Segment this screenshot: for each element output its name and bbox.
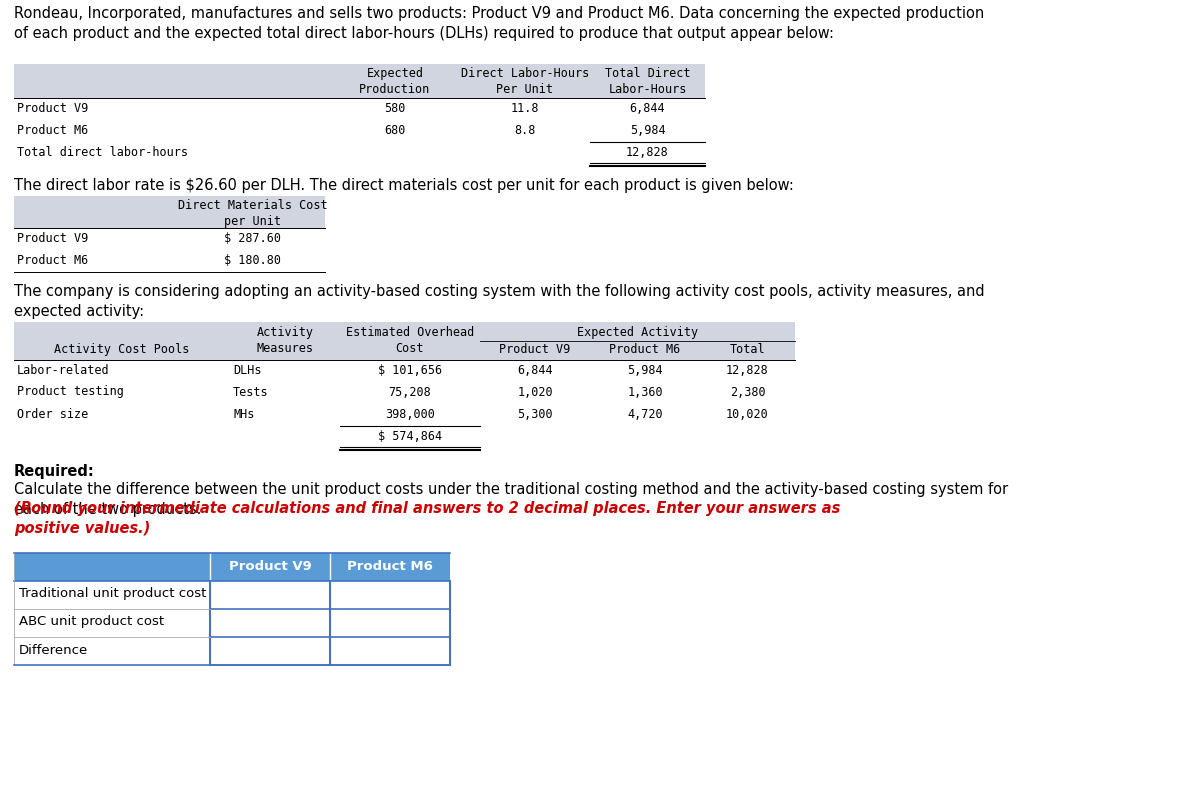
Text: Direct Materials Cost
per Unit: Direct Materials Cost per Unit [178,199,328,228]
Text: 580: 580 [384,101,406,115]
Text: Estimated Overhead
Cost: Estimated Overhead Cost [346,326,474,355]
Text: Product testing: Product testing [17,386,124,398]
Text: Activity Cost Pools: Activity Cost Pools [54,343,190,356]
Text: Product V9: Product V9 [17,231,89,244]
Text: (Round your intermediate calculations and final answers to 2 decimal places. Ent: (Round your intermediate calculations an… [14,501,840,536]
Text: 4,720: 4,720 [628,408,662,420]
Text: Product M6: Product M6 [347,560,433,574]
Bar [14,64,706,98]
Text: 75,208: 75,208 [389,386,431,398]
Text: Expected Activity: Expected Activity [577,326,698,339]
Text: 12,828: 12,828 [626,145,668,159]
Bar [14,322,796,360]
Text: Product V9: Product V9 [499,343,571,356]
Text: 5,984: 5,984 [630,123,665,137]
Text: Expected
Production: Expected Production [359,67,431,96]
Text: 6,844: 6,844 [517,363,553,377]
Text: Order size: Order size [17,408,89,420]
Text: Product V9: Product V9 [229,560,311,574]
Text: 1,360: 1,360 [628,386,662,398]
Text: 398,000: 398,000 [385,408,434,420]
Text: Total Direct
Labor-Hours: Total Direct Labor-Hours [605,67,690,96]
Text: 5,300: 5,300 [517,408,553,420]
Text: Calculate the difference between the unit product costs under the traditional co: Calculate the difference between the uni… [14,482,1008,517]
Text: 8.8: 8.8 [515,123,535,137]
Text: Product V9: Product V9 [17,101,89,115]
Text: $ 101,656: $ 101,656 [378,363,442,377]
Bar [14,581,450,609]
Bar [14,637,450,665]
Text: Labor-related: Labor-related [17,363,109,377]
Bar [14,609,450,637]
Text: Activity
Measures: Activity Measures [257,326,313,355]
Text: $ 287.60: $ 287.60 [224,231,281,244]
Text: Product M6: Product M6 [17,254,89,266]
Text: Traditional unit product cost: Traditional unit product cost [19,588,206,600]
Text: The direct labor rate is $26.60 per DLH. The direct materials cost per unit for : The direct labor rate is $26.60 per DLH.… [14,178,794,193]
Text: Total: Total [730,343,766,356]
Text: Rondeau, Incorporated, manufactures and sells two products: Product V9 and Produ: Rondeau, Incorporated, manufactures and … [14,6,984,41]
Text: $ 180.80: $ 180.80 [224,254,281,266]
Text: The company is considering adopting an activity-based costing system with the fo: The company is considering adopting an a… [14,284,985,319]
Text: DLHs: DLHs [233,363,262,377]
Text: 5,984: 5,984 [628,363,662,377]
Text: Difference: Difference [19,644,89,656]
Text: Tests: Tests [233,386,269,398]
Text: Required:: Required: [14,464,95,479]
Text: Product M6: Product M6 [610,343,680,356]
Text: 2,380: 2,380 [730,386,766,398]
Text: 10,020: 10,020 [726,408,769,420]
Bar [14,196,325,228]
Text: Product M6: Product M6 [17,123,89,137]
Text: 11.8: 11.8 [511,101,539,115]
Text: Total direct labor-hours: Total direct labor-hours [17,145,188,159]
Text: 12,828: 12,828 [726,363,769,377]
Text: MHs: MHs [233,408,254,420]
Text: Direct Labor-Hours
Per Unit: Direct Labor-Hours Per Unit [461,67,589,96]
Text: 6,844: 6,844 [630,101,665,115]
Text: 1,020: 1,020 [517,386,553,398]
Text: $ 574,864: $ 574,864 [378,430,442,442]
Text: ABC unit product cost: ABC unit product cost [19,615,164,629]
Bar [14,553,450,581]
Text: 680: 680 [384,123,406,137]
